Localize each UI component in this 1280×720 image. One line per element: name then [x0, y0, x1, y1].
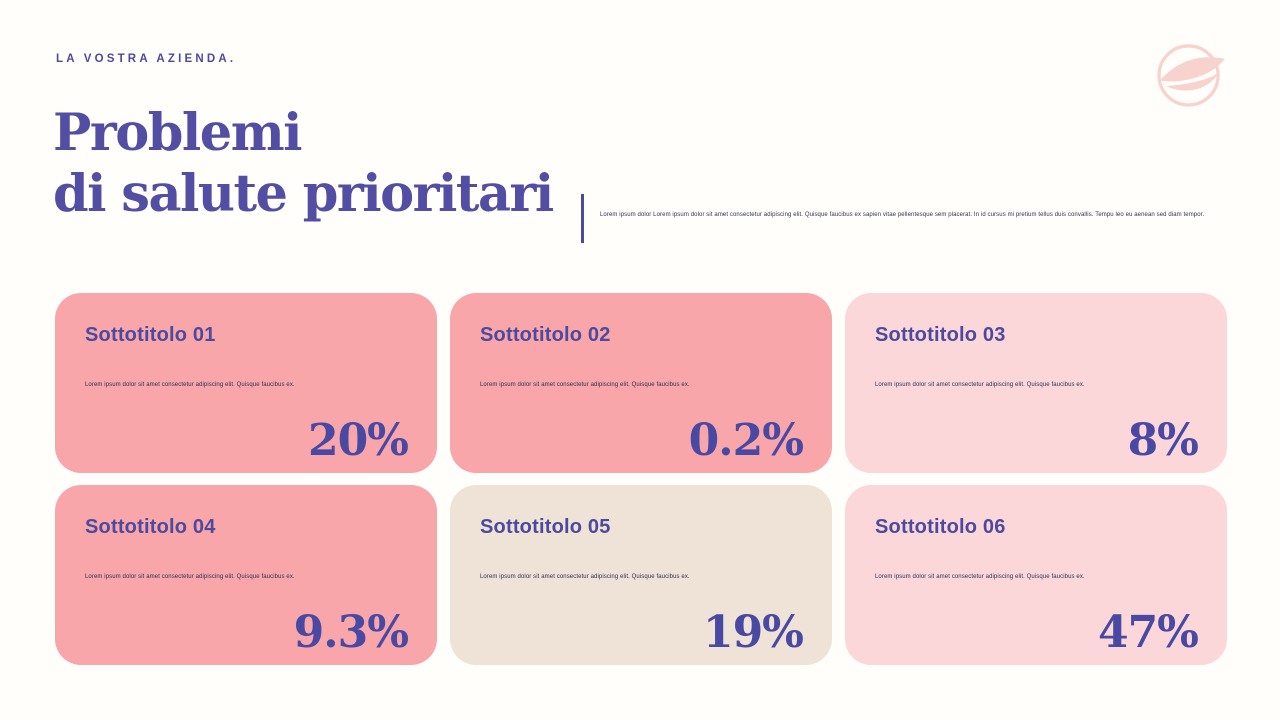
stat-card: Sottotitolo 03 Lorem ipsum dolor sit ame… — [845, 293, 1227, 473]
stat-card: Sottotitolo 01 Lorem ipsum dolor sit ame… — [55, 293, 437, 473]
intro-text: Lorem ipsum dolor Lorem ipsum dolor sit … — [600, 212, 1205, 218]
card-percentage: 8% — [1127, 415, 1199, 466]
stat-card: Sottotitolo 05 Lorem ipsum dolor sit ame… — [450, 485, 832, 665]
card-description: Lorem ipsum dolor sit amet consectetur a… — [85, 382, 295, 388]
card-subtitle: Sottotitolo 06 — [875, 516, 1006, 538]
card-subtitle: Sottotitolo 05 — [480, 516, 611, 538]
card-description: Lorem ipsum dolor sit amet consectetur a… — [85, 574, 295, 580]
card-description: Lorem ipsum dolor sit amet consectetur a… — [875, 382, 1085, 388]
card-subtitle: Sottotitolo 02 — [480, 324, 611, 346]
card-percentage: 47% — [1097, 607, 1199, 658]
card-percentage: 20% — [307, 415, 409, 466]
card-subtitle: Sottotitolo 03 — [875, 324, 1006, 346]
page-title-line-1: Problemi — [53, 103, 303, 163]
card-description: Lorem ipsum dolor sit amet consectetur a… — [480, 574, 690, 580]
card-description: Lorem ipsum dolor sit amet consectetur a… — [875, 574, 1085, 580]
card-subtitle: Sottotitolo 04 — [85, 516, 216, 538]
page-title-line-2: di salute prioritari — [53, 164, 554, 225]
stat-card: Sottotitolo 02 Lorem ipsum dolor sit ame… — [450, 293, 832, 473]
page-title: Problemi di salute prioritari — [53, 103, 554, 225]
card-description: Lorem ipsum dolor sit amet consectetur a… — [480, 382, 690, 388]
title-divider — [581, 194, 584, 243]
stat-card: Sottotitolo 06 Lorem ipsum dolor sit ame… — [845, 485, 1227, 665]
card-percentage: 19% — [702, 607, 804, 658]
stat-card: Sottotitolo 04 Lorem ipsum dolor sit ame… — [55, 485, 437, 665]
card-percentage: 9.3% — [293, 607, 409, 658]
card-percentage: 0.2% — [688, 415, 804, 466]
wing-circle-logo-icon — [1150, 32, 1232, 114]
brand-label: LA VOSTRA AZIENDA. — [56, 53, 237, 65]
stat-cards-grid: Sottotitolo 01 Lorem ipsum dolor sit ame… — [55, 293, 1227, 665]
card-subtitle: Sottotitolo 01 — [85, 324, 216, 346]
